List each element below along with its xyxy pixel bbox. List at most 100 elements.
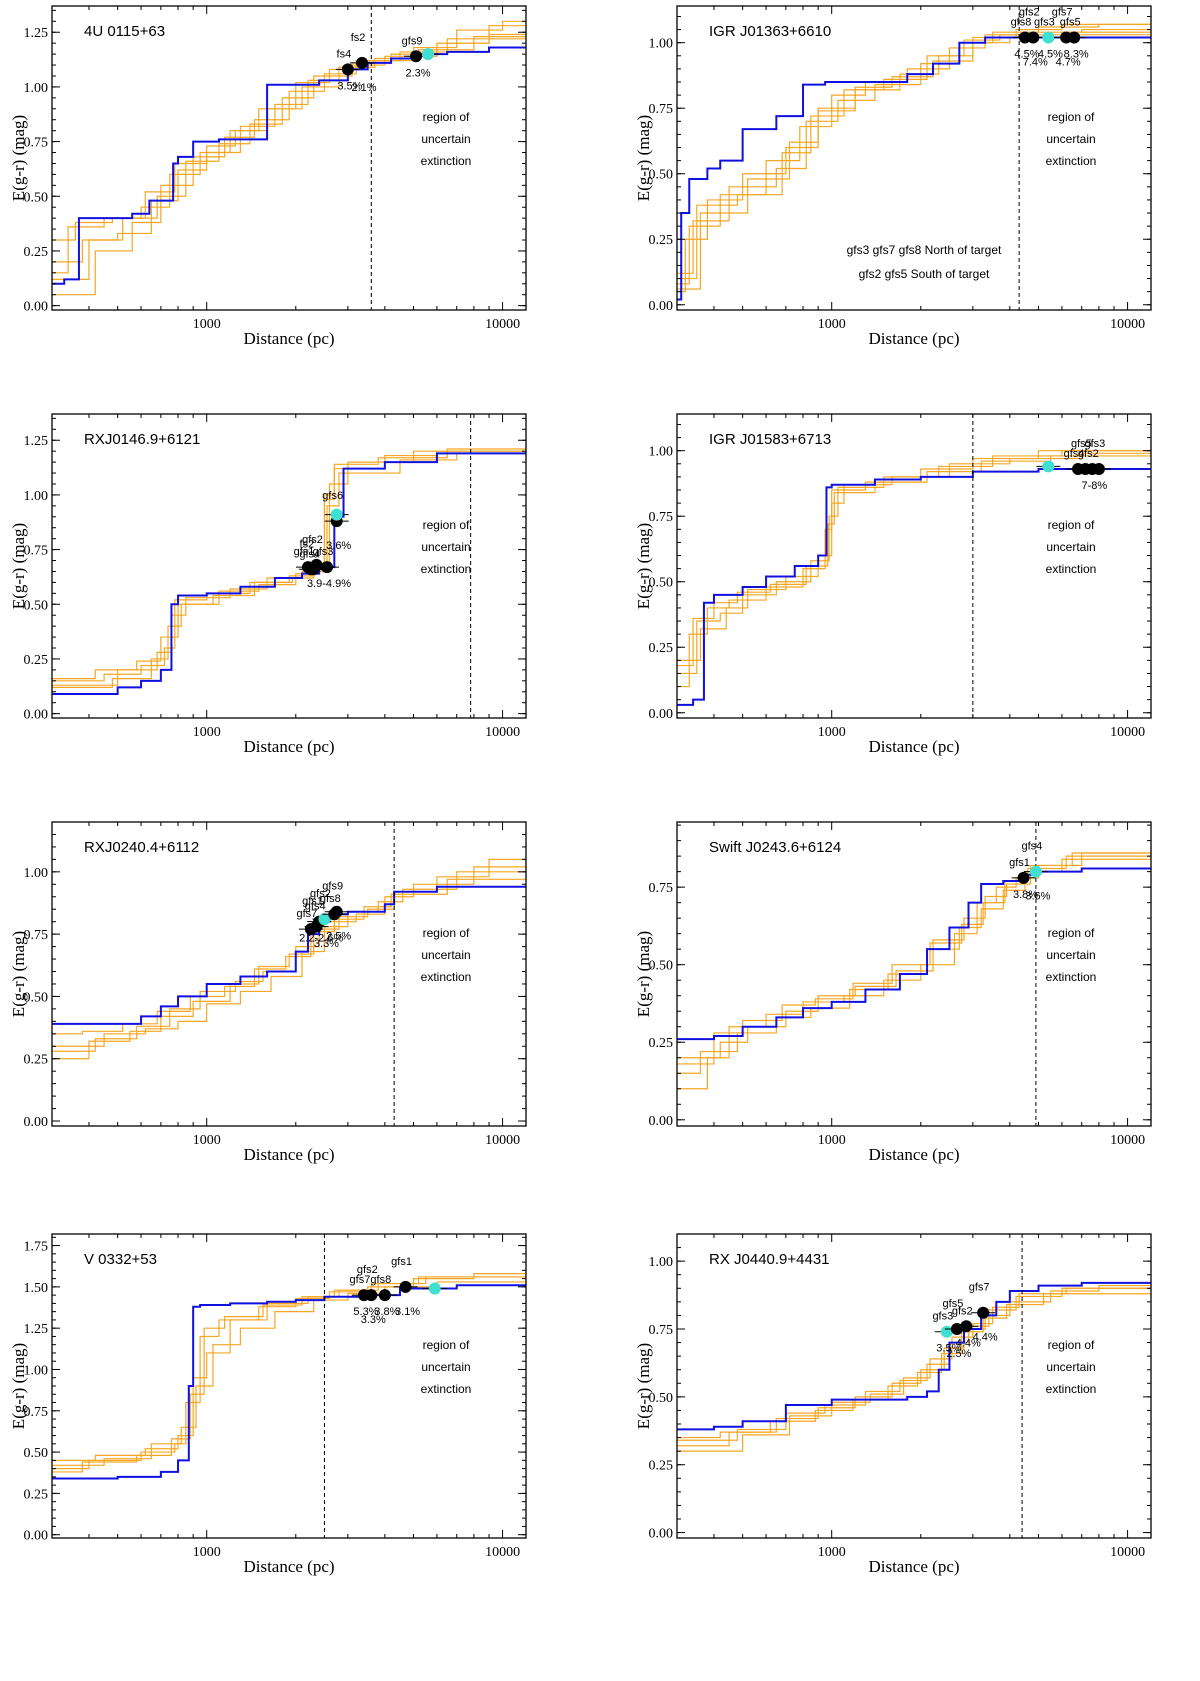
comparison-curve-4 (677, 34, 1151, 280)
region-annotation: uncertain (1046, 132, 1095, 146)
y-tick-label: 0.50 (24, 990, 49, 1005)
y-tick-label: 0.25 (649, 641, 674, 656)
star-marker (1068, 31, 1081, 44)
star-label: gfs5 (1071, 438, 1092, 450)
target-curve (677, 36, 1151, 301)
chart-svg: 1000 10000 0.00 0.25 0.50 0.75 Distance (pc) E(… (634, 821, 1152, 1164)
y-tick-label: 1.00 (24, 866, 49, 881)
y-tick-label: 0.25 (24, 245, 49, 260)
x-axis-label: Distance (pc) (868, 1557, 959, 1576)
region-annotation: region of (423, 926, 470, 940)
star-marker (318, 913, 331, 926)
x-tick-label: 1000 (818, 317, 846, 332)
star-label: fs2 (351, 32, 366, 44)
y-axis-label: E(g-r) (mag) (634, 523, 653, 609)
chart-svg: 1000 10000 0.00 0.25 0.50 0.75 1.00 1.25 Distanc… (9, 413, 527, 756)
x-tick-label: 10000 (1110, 1133, 1145, 1148)
y-tick-label: 0.50 (24, 598, 49, 613)
star-marker (960, 1320, 973, 1333)
star-label: gfs4 (299, 548, 320, 560)
y-tick-label: 0.50 (649, 168, 674, 183)
star-percent: 4.4% (973, 1332, 998, 1344)
region-annotation: extinction (421, 970, 472, 984)
y-tick-label: 0.75 (24, 928, 49, 943)
region-annotation: region of (1048, 110, 1095, 124)
chart-svg: 1000 10000 0.00 0.25 0.50 0.75 1.00 1.25 1.50 1.7… (9, 1233, 527, 1576)
chart-title: IGR J01363+6610 (709, 23, 831, 40)
x-axis-label: Distance (pc) (243, 737, 334, 756)
region-annotation: extinction (1046, 154, 1097, 168)
x-axis-label: Distance (pc) (243, 1557, 334, 1576)
y-tick-label: 0.00 (649, 1114, 674, 1129)
y-tick-label: 0.50 (24, 190, 49, 205)
region-annotation: region of (423, 518, 470, 532)
chart-title: RX J0440.9+4431 (709, 1251, 830, 1268)
y-tick-label: 0.00 (24, 1115, 49, 1130)
x-tick-label: 1000 (818, 725, 846, 740)
chart-title: 4U 0115+63 (84, 23, 165, 40)
comparison-curve-5 (52, 25, 526, 280)
chart-svg: 1000 10000 0.00 0.25 0.50 0.75 1.00 1.25 Distanc… (9, 5, 527, 348)
chart-title: V 0332+53 (84, 1251, 157, 1268)
y-tick-label: 0.25 (24, 1053, 49, 1068)
chart-panel-8: 1000 10000 0.00 0.25 0.50 0.75 1.00 Distance (p… (625, 1228, 1200, 1648)
y-tick-label: 0.50 (649, 1391, 674, 1406)
comparison-curve-4 (52, 448, 526, 680)
y-tick-label: 1.00 (24, 81, 49, 96)
star-label: gfs8 (370, 1274, 391, 1286)
chart-panel-3: 1000 10000 0.00 0.25 0.50 0.75 1.00 1.25 Distanc… (0, 408, 600, 828)
x-tick-label: 1000 (193, 317, 221, 332)
y-tick-label: 0.00 (649, 299, 674, 314)
y-tick-label: 0.00 (649, 707, 674, 722)
star-label: gfs2 (1078, 448, 1099, 460)
region-annotation: region of (1048, 926, 1095, 940)
star-label: gfs7 (297, 908, 318, 920)
region-annotation: extinction (1046, 562, 1097, 576)
star-label: gfs5 (1060, 16, 1081, 28)
comparison-curve-3 (52, 856, 526, 1047)
star-label: gfs4 (1064, 448, 1085, 460)
y-tick-label: 0.25 (649, 233, 674, 248)
star-label: gfs7 (1052, 6, 1073, 18)
note-text: gfs2 gfs5 South of target (859, 267, 990, 281)
x-tick-label: 1000 (193, 725, 221, 740)
y-tick-label: 0.00 (24, 1529, 49, 1544)
star-marker (1017, 871, 1030, 884)
region-annotation: extinction (1046, 1382, 1097, 1396)
y-tick-label: 0.25 (649, 1036, 674, 1051)
star-marker (1042, 460, 1055, 473)
star-percent: 2.2-2.6% (299, 933, 343, 945)
star-percent: 3.8% (374, 1306, 399, 1318)
y-tick-label: 1.00 (649, 37, 674, 52)
region-annotation: region of (1048, 518, 1095, 532)
x-tick-label: 10000 (485, 1545, 520, 1560)
y-tick-label: 0.75 (24, 1405, 49, 1420)
star-marker (1042, 31, 1055, 44)
target-curve (52, 885, 526, 1025)
y-tick-label: 1.00 (649, 1255, 674, 1270)
star-marker (1029, 865, 1042, 878)
star-marker (977, 1306, 990, 1319)
star-percent: 8.3% (1064, 48, 1089, 60)
star-marker (399, 1280, 412, 1293)
x-tick-label: 10000 (1110, 1545, 1145, 1560)
region-annotation: uncertain (1046, 948, 1095, 962)
y-tick-label: 0.00 (649, 1527, 674, 1542)
comparison-curve-4 (677, 853, 1151, 1065)
y-axis-label: E(g-r) (mag) (9, 523, 28, 609)
region-annotation: uncertain (421, 948, 470, 962)
star-marker (365, 1289, 378, 1302)
y-tick-label: 1.25 (24, 26, 49, 41)
x-axis-label: Distance (pc) (868, 737, 959, 756)
star-percent: 3.5% (936, 1343, 961, 1355)
x-tick-label: 1000 (818, 1133, 846, 1148)
comparison-curve-3 (677, 452, 1151, 661)
plot-frame (676, 1233, 1152, 1539)
x-axis-label: Distance (pc) (868, 1145, 959, 1164)
chart-panel-7: 1000 10000 0.00 0.25 0.50 0.75 1.00 1.25 1.50 1.7… (0, 1228, 600, 1648)
star-label: gfs9 (402, 35, 423, 47)
star-marker (940, 1325, 953, 1338)
x-tick-label: 10000 (485, 317, 520, 332)
y-axis-label: E(g-r) (mag) (634, 931, 653, 1017)
